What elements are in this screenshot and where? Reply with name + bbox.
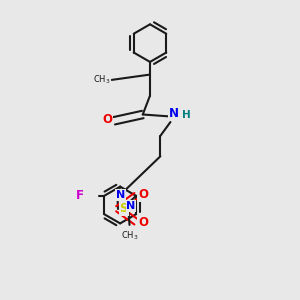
Text: O: O <box>138 216 148 229</box>
Text: S: S <box>119 202 128 215</box>
Text: F: F <box>76 189 83 202</box>
Text: N: N <box>127 201 136 211</box>
Text: CH$_3$: CH$_3$ <box>121 230 138 242</box>
Text: N: N <box>116 190 125 200</box>
Text: O: O <box>138 188 148 201</box>
Text: O: O <box>102 113 112 126</box>
Text: N: N <box>169 107 178 120</box>
Text: H: H <box>182 110 191 120</box>
Text: CH$_3$: CH$_3$ <box>92 74 110 86</box>
